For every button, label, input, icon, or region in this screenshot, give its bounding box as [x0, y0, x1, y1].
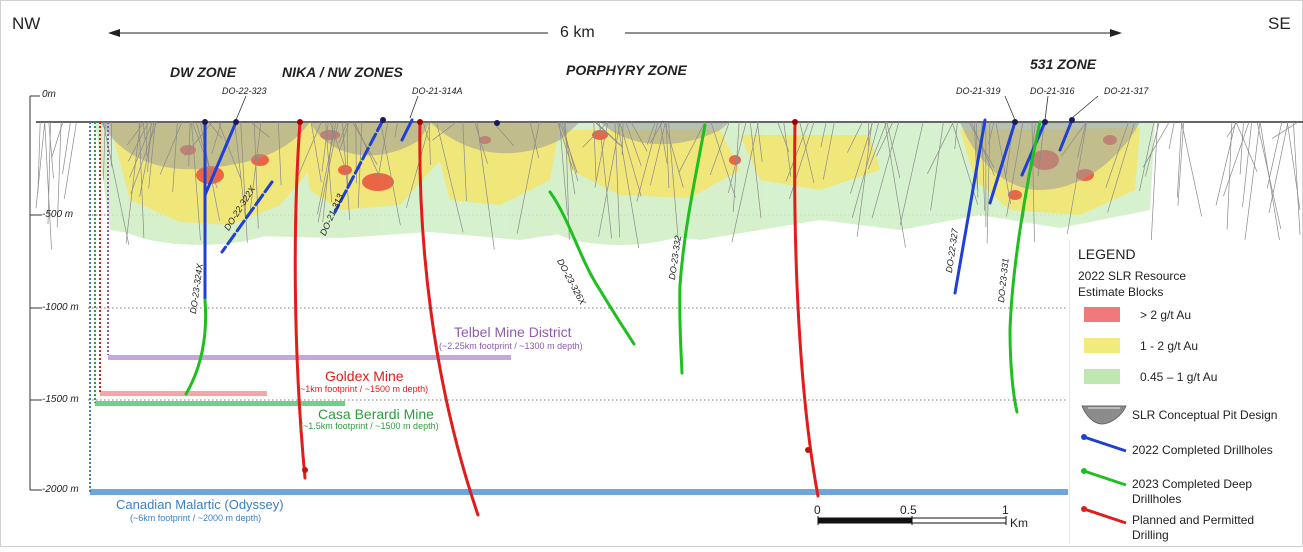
- historic-drill-trace: [36, 122, 45, 208]
- mine-telbel-detail: (~2.25km footprint / ~1300 m depth): [439, 341, 583, 351]
- legend-pit: SLR Conceptual Pit Design: [1132, 408, 1277, 422]
- zone-porphyry: PORPHYRY ZONE: [566, 62, 687, 78]
- dh-label-do-21-314a: DO-21-314A: [412, 86, 463, 96]
- zone-dw: DW ZONE: [170, 64, 236, 80]
- extent-arrow: [108, 29, 1122, 37]
- mine-goldex-label: Goldex Mine: [325, 368, 404, 384]
- depth-0: 0m: [42, 89, 56, 100]
- zone-531: 531 ZONE: [1030, 56, 1096, 72]
- extent-label: 6 km: [560, 24, 595, 42]
- green-drillhole-icon: [1078, 466, 1134, 490]
- depth-axis: [30, 96, 42, 490]
- pit-icon: [1080, 400, 1130, 426]
- scale-tick-05: 0.5: [900, 503, 917, 517]
- dh-label-do-21-319: DO-21-319: [956, 86, 1001, 96]
- scale-tick-1: 1: [1002, 503, 1009, 517]
- mine-canadian-malartic-detail: (~6km footprint / ~2000 m depth): [130, 513, 261, 523]
- historic-drill-trace: [38, 122, 40, 193]
- blue-drillhole-icon: [1078, 432, 1134, 456]
- scale-unit: Km: [1010, 516, 1028, 530]
- legend-swatch-low: [1084, 369, 1120, 384]
- legend-subtitle-2: Estimate Blocks: [1078, 285, 1163, 299]
- legend-grade-high: > 2 g/t Au: [1140, 308, 1191, 322]
- legend-subtitle-1: 2022 SLR Resource: [1078, 269, 1186, 283]
- legend-swatch-mid: [1084, 338, 1120, 353]
- historic-drill-trace: [1293, 122, 1300, 235]
- depth-guides: [88, 215, 1068, 400]
- historic-drill-trace: [1257, 122, 1281, 229]
- historic-drill-trace: [1227, 122, 1232, 229]
- mine-canadian-malartic-label: Canadian Malartic (Odyssey): [116, 497, 284, 512]
- historic-drill-trace: [1243, 122, 1252, 207]
- legend-planned-1: Planned and Permitted: [1132, 513, 1254, 527]
- legend-2022-drillholes: 2022 Completed Drillholes: [1132, 443, 1273, 457]
- depth-1000: -1000 m: [42, 302, 79, 313]
- red-drillhole-icon: [1078, 504, 1134, 528]
- legend-swatch-high: [1084, 307, 1120, 322]
- legend-2023-drillholes-1: 2023 Completed Deep: [1132, 477, 1252, 491]
- mine-casa-berardi-label: Casa Berardi Mine: [318, 406, 434, 422]
- mine-goldex-detail: (~1km footprint / ~1500 m depth): [297, 384, 428, 394]
- mine-telbel-label: Telbel Mine District: [454, 324, 571, 340]
- historic-drill-trace: [1169, 122, 1174, 149]
- se-label: SE: [1268, 14, 1291, 34]
- historic-drill-trace: [1245, 122, 1260, 240]
- zone-nika-nw: NIKA / NW ZONES: [282, 64, 403, 80]
- historic-drill-trace: [64, 122, 76, 199]
- historic-drill-trace: [1216, 122, 1236, 206]
- historic-drill-trace: [1240, 122, 1243, 174]
- depth-500: -500 m: [42, 209, 73, 220]
- footprint-bars: [90, 355, 1068, 495]
- historic-drill-trace: [1182, 122, 1202, 216]
- depth-1500: -1500 m: [42, 394, 79, 405]
- legend-2023-drillholes-2: Drillholes: [1132, 492, 1181, 506]
- label-leaders: [236, 96, 1098, 120]
- legend-planned-2: Drilling: [1132, 528, 1169, 542]
- dh-label-do-21-316: DO-21-316: [1030, 86, 1075, 96]
- legend-title: LEGEND: [1078, 246, 1136, 262]
- historic-drill-trace: [52, 122, 63, 158]
- scale-tick-0: 0: [814, 503, 821, 517]
- legend-grade-mid: 1 - 2 g/t Au: [1140, 339, 1198, 353]
- dh-label-do-21-317: DO-21-317: [1104, 86, 1149, 96]
- legend-panel: LEGEND 2022 SLR Resource Estimate Blocks…: [1069, 240, 1302, 544]
- nw-label: NW: [12, 14, 40, 34]
- dh-label-do-22-323: DO-22-323: [222, 86, 267, 96]
- legend-grade-low: 0.45 – 1 g/t Au: [1140, 370, 1217, 384]
- scale-bar: [818, 516, 1006, 525]
- historic-drill-trace: [1260, 122, 1280, 244]
- depth-2000: -2000 m: [42, 484, 79, 495]
- mine-casa-berardi-detail: (~1.5km footprint / ~1500 m depth): [300, 421, 439, 431]
